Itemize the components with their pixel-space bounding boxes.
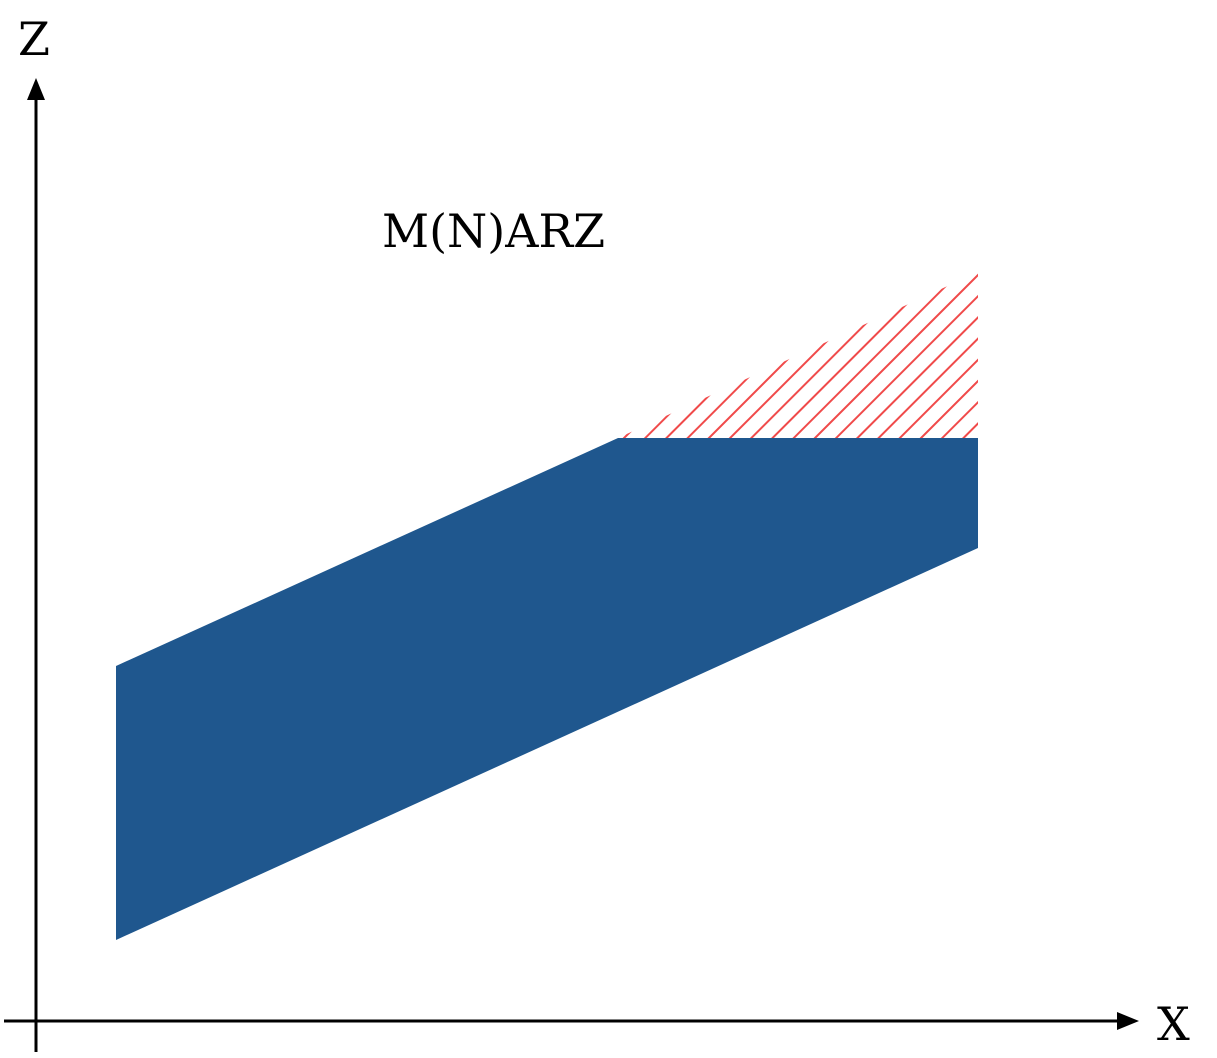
x-axis-arrowhead-icon [1117, 1012, 1139, 1030]
z-axis-arrowhead-icon [27, 78, 45, 100]
region-label: M(N)ARZ [382, 204, 605, 258]
blue-band-region [116, 438, 978, 940]
red-hatched-region [618, 272, 978, 438]
x-axis-label: X [1157, 997, 1190, 1051]
z-axis-label: Z [18, 12, 50, 66]
